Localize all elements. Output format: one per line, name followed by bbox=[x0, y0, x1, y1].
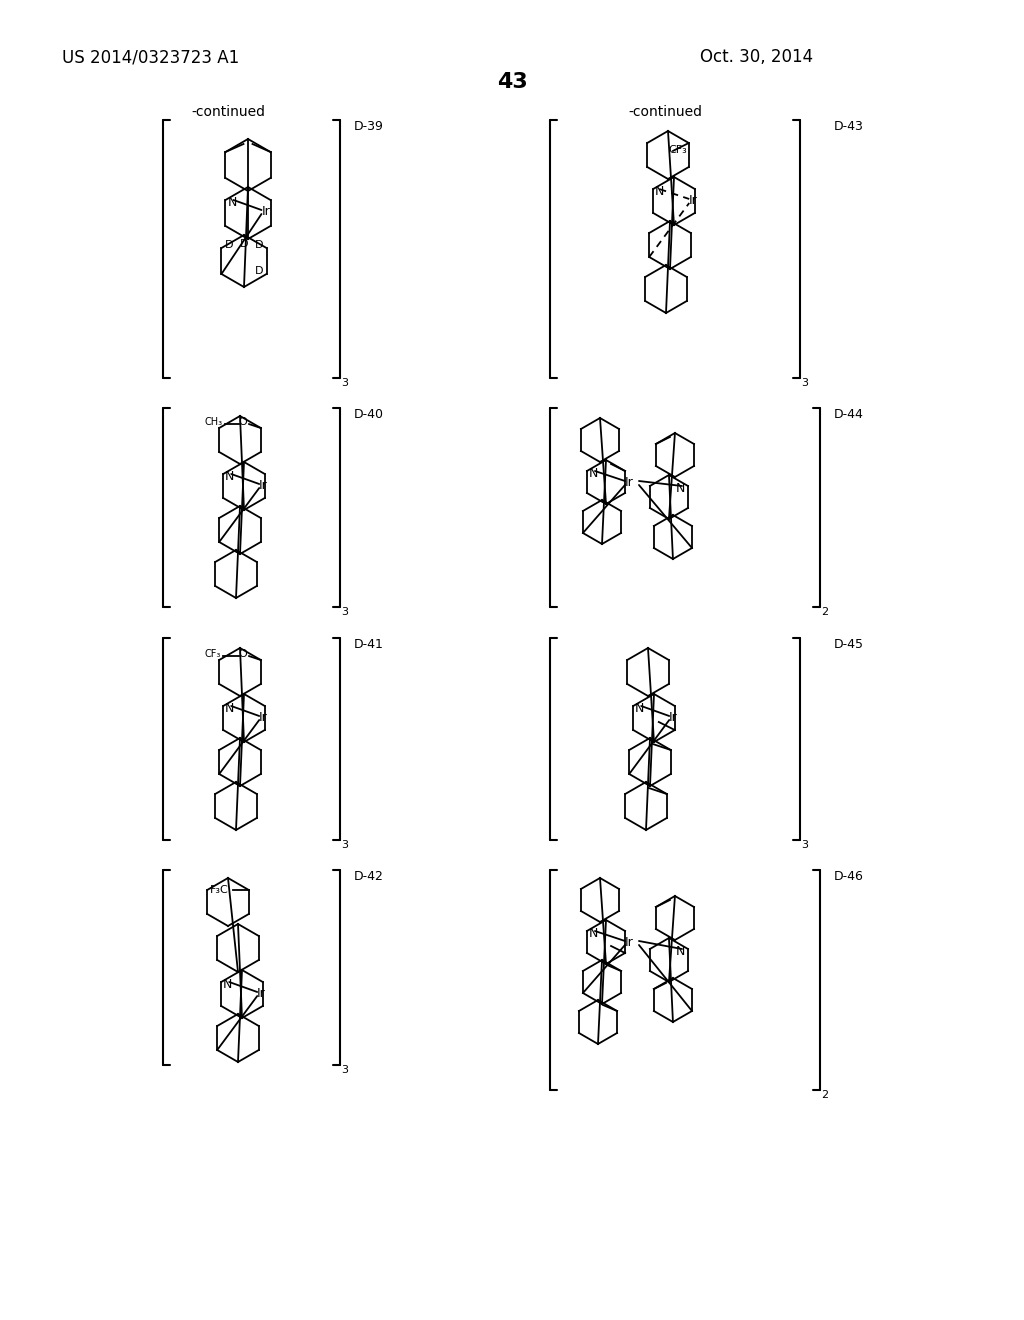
Text: US 2014/0323723 A1: US 2014/0323723 A1 bbox=[62, 48, 240, 66]
Text: D: D bbox=[224, 240, 233, 249]
Text: D-40: D-40 bbox=[354, 408, 384, 421]
Text: D: D bbox=[255, 240, 263, 249]
Text: N: N bbox=[589, 467, 598, 480]
Text: N: N bbox=[223, 978, 232, 991]
Text: CF₃: CF₃ bbox=[668, 145, 687, 154]
Text: D-43: D-43 bbox=[834, 120, 864, 133]
Text: D-42: D-42 bbox=[354, 870, 384, 883]
Text: 3: 3 bbox=[341, 840, 348, 850]
Text: N: N bbox=[635, 702, 644, 715]
Text: D: D bbox=[255, 267, 263, 276]
Text: -continued: -continued bbox=[628, 106, 702, 119]
Text: N: N bbox=[676, 482, 685, 495]
Text: 2: 2 bbox=[821, 607, 828, 616]
Text: N: N bbox=[225, 702, 234, 715]
Text: 3: 3 bbox=[801, 378, 808, 388]
Text: N: N bbox=[655, 185, 665, 198]
Text: N: N bbox=[589, 927, 598, 940]
Text: 2: 2 bbox=[821, 1090, 828, 1100]
Text: 3: 3 bbox=[341, 607, 348, 616]
Text: F₃C: F₃C bbox=[210, 884, 228, 895]
Text: Ir: Ir bbox=[670, 711, 678, 723]
Text: Ir: Ir bbox=[257, 987, 266, 1001]
Text: D-39: D-39 bbox=[354, 120, 384, 133]
Text: D-44: D-44 bbox=[834, 408, 864, 421]
Text: Oct. 30, 2014: Oct. 30, 2014 bbox=[700, 48, 813, 66]
Text: Ir: Ir bbox=[625, 936, 634, 949]
Text: N: N bbox=[227, 195, 237, 209]
Text: D: D bbox=[240, 239, 248, 249]
Text: Ir: Ir bbox=[259, 711, 268, 723]
Text: Ir: Ir bbox=[689, 194, 698, 207]
Text: 3: 3 bbox=[341, 378, 348, 388]
Text: 3: 3 bbox=[801, 840, 808, 850]
Text: Ir: Ir bbox=[625, 477, 634, 488]
Text: CF₃: CF₃ bbox=[205, 649, 221, 659]
Text: O: O bbox=[238, 649, 247, 659]
Text: Ir: Ir bbox=[259, 479, 268, 492]
Text: 43: 43 bbox=[497, 73, 527, 92]
Text: D-46: D-46 bbox=[834, 870, 864, 883]
Text: N: N bbox=[676, 945, 685, 958]
Text: CH₃: CH₃ bbox=[205, 417, 223, 426]
Text: D-41: D-41 bbox=[354, 638, 384, 651]
Text: -continued: -continued bbox=[191, 106, 265, 119]
Text: Ir: Ir bbox=[261, 205, 270, 218]
Text: O: O bbox=[238, 417, 247, 426]
Text: D-45: D-45 bbox=[834, 638, 864, 651]
Text: 3: 3 bbox=[341, 1065, 348, 1074]
Text: N: N bbox=[225, 470, 234, 483]
